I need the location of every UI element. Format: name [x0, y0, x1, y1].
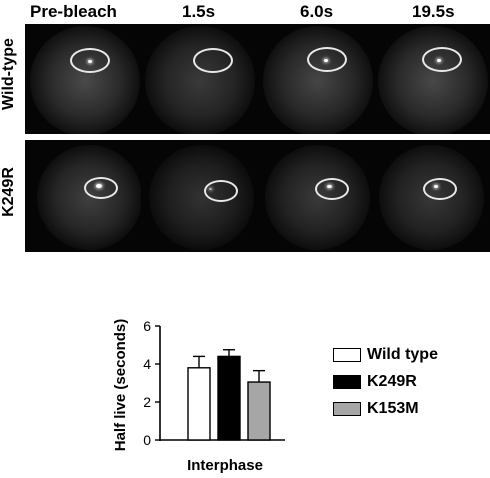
- micrograph-panel: [141, 140, 257, 252]
- bar-k249r: [217, 355, 241, 441]
- bleach-region-ring: [315, 178, 349, 200]
- legend-swatch-k249r: [333, 375, 361, 389]
- bleach-region-ring: [204, 180, 238, 202]
- micrograph-strip-k249r: [25, 140, 490, 252]
- x-axis-label: Interphase: [187, 457, 263, 474]
- time-label-prebleach: Pre-bleach: [30, 2, 117, 21]
- cell-nucleus: [265, 145, 370, 250]
- bleach-region-ring: [193, 48, 233, 73]
- bleach-region-ring: [84, 177, 118, 199]
- legend-item-k249r: K249R: [333, 373, 417, 391]
- micrograph-panel: [25, 24, 141, 134]
- bar-wild-type: [187, 367, 211, 441]
- time-label-1-5s: 1.5s: [182, 2, 216, 21]
- legend-swatch-k153m: [333, 402, 361, 416]
- time-label-19-5s: 19.5s: [412, 2, 455, 21]
- micrograph-panel: [25, 140, 141, 252]
- legend-item-k153m: K153M: [333, 400, 419, 418]
- y-tick-label: 4: [143, 356, 151, 372]
- micrograph-panel: [257, 24, 373, 134]
- y-axis-label: Half live (seconds): [112, 319, 129, 452]
- y-tick-label: 0: [143, 432, 151, 448]
- bar-k153m: [247, 381, 271, 441]
- chart-bars: [187, 349, 271, 441]
- legend-label: K153M: [367, 400, 419, 417]
- legend-swatch-wild-type: [333, 348, 361, 362]
- bleach-region-ring: [422, 47, 462, 72]
- micrograph-panel: [257, 140, 373, 252]
- micrograph-strip-wild-type: [25, 24, 490, 134]
- cell-nucleus: [37, 145, 141, 250]
- cell-nucleus: [30, 26, 140, 134]
- bleach-region-ring: [307, 47, 347, 72]
- cell-nucleus: [378, 26, 488, 134]
- micrograph-panel: [141, 24, 257, 134]
- bleach-region-ring: [423, 178, 457, 200]
- cell-nucleus: [145, 26, 255, 134]
- micrograph-panel: [373, 140, 489, 252]
- cell-nucleus: [263, 26, 373, 134]
- time-label-6-0s: 6.0s: [300, 2, 334, 21]
- legend-label: Wild type: [367, 346, 438, 363]
- y-tick-label: 6: [143, 318, 151, 334]
- legend-item-wild-type: Wild type: [333, 346, 438, 364]
- bleach-region-ring: [70, 48, 110, 73]
- cell-nucleus: [149, 145, 254, 250]
- legend-label: K249R: [367, 373, 417, 390]
- y-tick-label: 2: [143, 394, 151, 410]
- micrograph-panel: [373, 24, 489, 134]
